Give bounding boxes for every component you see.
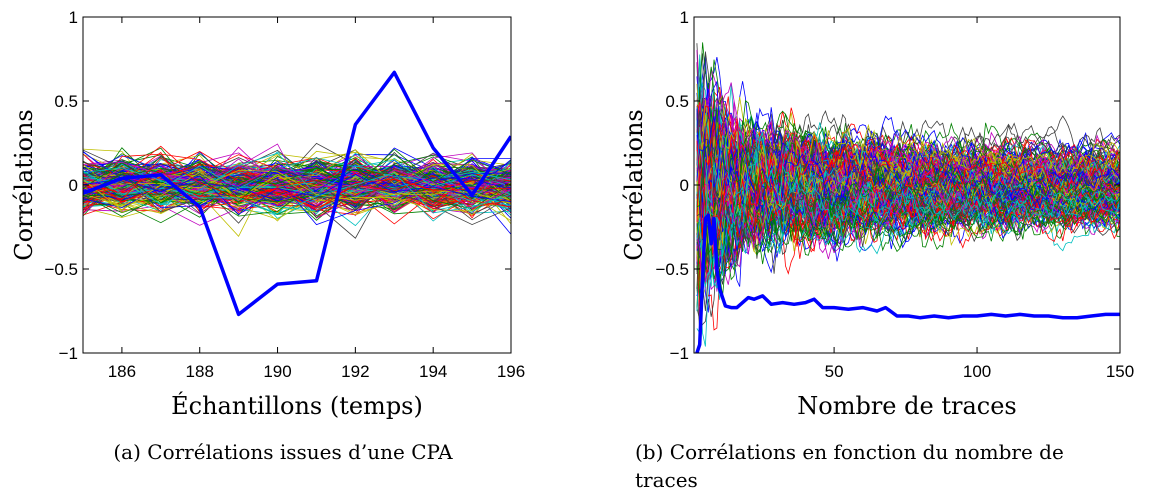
background-trace <box>83 167 511 215</box>
background-trace <box>696 136 1120 247</box>
background-trace <box>83 161 511 210</box>
background-trace <box>696 110 1120 230</box>
panel-a-background-traces <box>83 142 511 239</box>
panel-b-highlight-trace <box>695 213 1120 353</box>
background-trace <box>696 133 1120 257</box>
background-trace <box>83 166 511 215</box>
background-trace <box>83 162 511 209</box>
background-trace <box>83 169 511 209</box>
y-tick-label: −0.5 <box>44 260 78 279</box>
background-trace <box>696 160 1120 253</box>
panel-b-ticks: 1 0.5 0 −0.5 −1 50 100 150 <box>655 8 1134 381</box>
y-tick-label: 0 <box>680 176 689 195</box>
panel-a-xlabel: Échantillons (temps) <box>171 391 423 420</box>
y-tick-label: 1 <box>69 8 78 27</box>
panel-b-chart: 1 0.5 0 −0.5 −1 50 100 150 Nombre de traces Cor… <box>620 8 1134 492</box>
background-trace <box>83 167 511 224</box>
background-trace <box>696 139 1120 210</box>
background-trace <box>696 117 1120 222</box>
background-trace <box>83 157 511 211</box>
y-tick-label: 0.5 <box>54 92 78 111</box>
background-trace <box>696 144 1120 244</box>
background-trace <box>83 163 511 208</box>
x-tick-label: 194 <box>419 362 447 381</box>
x-tick-label: 150 <box>1106 362 1134 381</box>
background-trace <box>83 148 511 204</box>
background-trace <box>83 163 511 198</box>
x-tick-label: 192 <box>341 362 369 381</box>
background-trace <box>83 159 511 226</box>
background-trace <box>696 188 1120 300</box>
background-trace <box>696 152 1120 251</box>
y-tick-label: −0.5 <box>655 260 689 279</box>
x-tick-label: 190 <box>263 362 291 381</box>
background-trace <box>83 174 511 212</box>
x-tick-label: 50 <box>825 362 844 381</box>
background-trace <box>83 169 511 195</box>
panel-b-ylabel: Corrélations <box>620 109 648 261</box>
y-tick-label: 0 <box>69 176 78 195</box>
background-trace <box>83 176 511 220</box>
panel-b-caption-line2: traces <box>635 468 698 492</box>
panel-a-caption: (a) Corrélations issues d’une CPA <box>113 440 453 464</box>
background-trace <box>696 113 1120 259</box>
background-trace <box>696 107 1120 183</box>
y-tick-label: −1 <box>59 344 78 363</box>
background-trace <box>696 138 1120 241</box>
background-trace <box>83 166 511 204</box>
background-trace <box>83 149 511 203</box>
background-trace <box>696 118 1120 240</box>
x-tick-label: 100 <box>963 362 991 381</box>
background-trace <box>696 126 1120 260</box>
panel-a-ylabel: Corrélations <box>10 109 38 261</box>
x-tick-label: 188 <box>186 362 214 381</box>
highlight-trace <box>83 70 511 317</box>
panel-b-background-traces <box>696 42 1120 347</box>
highlight-trace <box>695 213 1120 353</box>
panel-b-caption-line1: (b) Corrélations en fonction du nombre d… <box>635 440 1064 464</box>
y-tick-label: 1 <box>680 8 689 27</box>
panel-a-chart: 1 0.5 0 −0.5 −1 186 188 190 192 194 196 Échantillo… <box>10 8 525 464</box>
x-tick-label: 186 <box>108 362 136 381</box>
background-trace <box>696 124 1120 248</box>
panel-a-ticks: 1 0.5 0 −0.5 −1 186 188 190 192 194 196 <box>44 8 525 381</box>
y-tick-label: −1 <box>670 344 689 363</box>
panel-a-highlight-trace <box>83 70 511 317</box>
x-tick-label: 196 <box>497 362 525 381</box>
background-trace <box>83 174 511 215</box>
panel-b-xlabel: Nombre de traces <box>797 392 1016 420</box>
y-tick-label: 0.5 <box>665 92 689 111</box>
background-trace <box>83 167 511 207</box>
